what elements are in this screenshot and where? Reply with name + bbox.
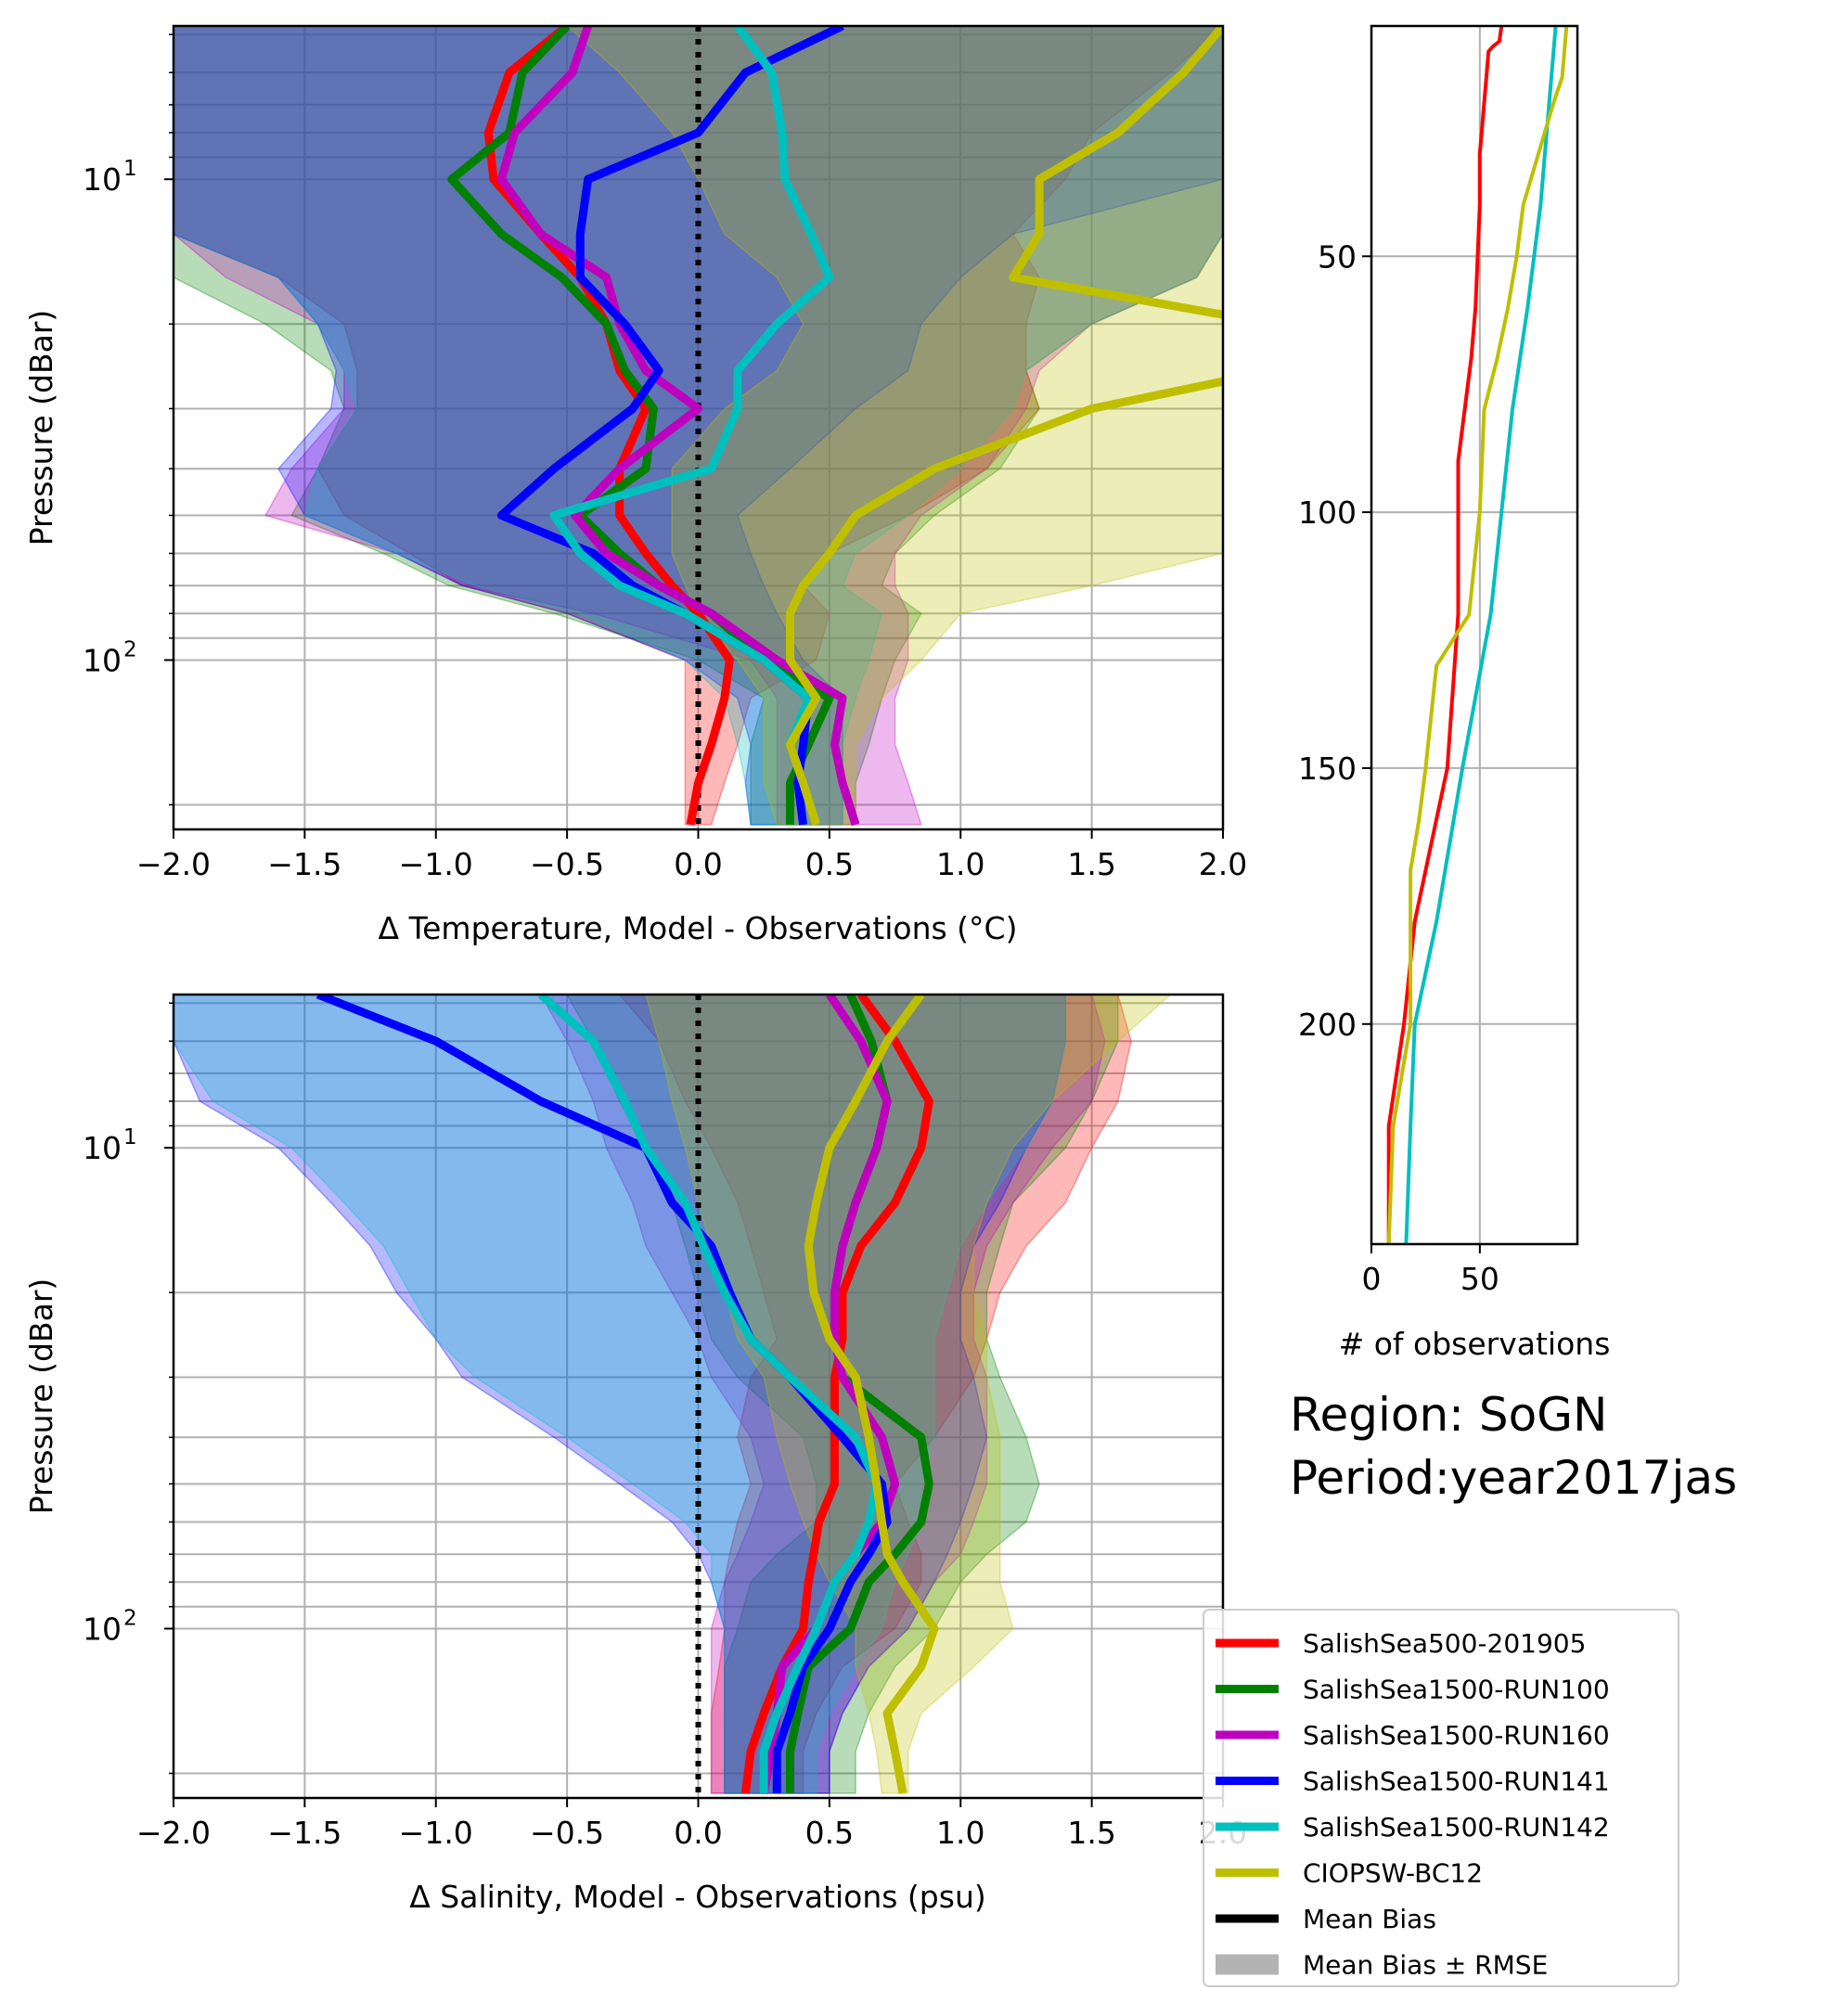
x-tick-label: 2.0 [1199,846,1247,882]
x-tick-label: 0.5 [805,846,854,882]
y-tick-label: 200 [1298,1007,1357,1043]
legend-label-mean-bias-rmse: Mean Bias ± RMSE [1303,1950,1548,1981]
salinity-rmse-bands [174,995,1172,1794]
x-tick-label: 1.5 [1067,1815,1115,1851]
bias-line-ciopsw-bc12 [804,995,939,1794]
salinity-x-axis-label: Δ Salinity, Model - Observations (psu) [409,1879,986,1915]
y-tick-exponent: 1 [123,157,137,181]
x-tick-label: 1.5 [1067,846,1115,882]
temperature-x-ticks: −2.0 −1.5 −1.0 −0.5 0.0 0.5 1.0 1.5 2.0 [136,829,1247,882]
y-tick-label: 10 [83,1611,122,1647]
bias-line-ciopsw-bc12 [786,26,1223,827]
x-tick-label: −2.0 [136,1815,211,1851]
legend-label-salishsea1500-run141: SalishSea1500-RUN141 [1303,1766,1610,1797]
x-tick-label: 0.5 [805,1815,854,1851]
x-tick-label: 50 [1460,1261,1499,1297]
rmse-band-salishsea500-201905 [174,26,1223,826]
x-tick-label: −1.0 [399,1815,473,1851]
temperature-y-axis-label: Pressure (dBar) [23,310,59,546]
legend-frame [1203,1609,1679,1987]
x-tick-label: 0.0 [674,846,722,882]
rmse-band-salishsea1500-run141 [174,26,1223,826]
x-tick-label: −1.5 [267,846,341,882]
count-line-temperature [1386,26,1504,1244]
bias-line-salishsea1500-run160 [759,995,900,1794]
x-tick-label: −0.5 [530,846,604,882]
legend-label-salishsea1500-run100: SalishSea1500-RUN100 [1303,1675,1610,1705]
y-tick-label: 10 [83,1130,122,1166]
y-tick-label: 10 [83,161,122,198]
region-label: Region: SoGN [1290,1388,1607,1442]
legend-swatch-mean-bias-rmse [1216,1954,1279,1975]
legend-entries: SalishSea500-201905 SalishSea1500-RUN100 S… [1216,1628,1610,1981]
bias-line-salishsea1500-run160 [496,26,860,827]
period-label: Period:year2017jas [1290,1451,1737,1505]
observations-x-ticks: 0 50 [1362,1244,1499,1297]
y-tick-label: 50 [1318,238,1357,275]
rmse-band-salishsea500-201905 [618,995,1132,1794]
y-tick-label: 10 [83,642,122,678]
x-tick-label: −1.0 [399,846,473,882]
y-tick-label: 150 [1298,751,1357,787]
legend-label-ciopsw-bc12: CIOPSW-BC12 [1303,1858,1483,1889]
legend-label-salishsea1500-run142: SalishSea1500-RUN142 [1303,1812,1610,1843]
x-tick-label: −0.5 [530,1815,604,1851]
bias-line-salishsea1500-run142 [537,995,881,1793]
y-tick-exponent: 2 [123,1606,137,1630]
observations-y-ticks: 50 100 150 200 [1298,238,1371,1043]
x-tick-label: 1.0 [936,846,984,882]
y-tick-exponent: 2 [123,637,137,661]
temperature-bias-lines [447,26,1223,827]
salinity-x-ticks: −2.0−1.5−1.0−0.50.00.51.01.52.0 [136,1798,1247,1851]
count-line-salinity [1404,26,1558,1244]
observations-axes-frame [1370,24,1579,1246]
observations-panel: 0 50 50 100 150 200 # of observations [1298,24,1611,1362]
legend-label-mean-bias: Mean Bias [1303,1904,1436,1934]
temperature-x-axis-label: Δ Temperature, Model - Observations (°C) [379,910,1018,946]
legend-label-salishsea500-201905: SalishSea500-201905 [1303,1628,1586,1659]
rmse-band-salishsea1500-run160 [174,26,1223,826]
bias-line-salishsea1500-run142 [549,26,834,827]
bias-line-salishsea1500-run100 [447,26,834,825]
y-tick-exponent: 1 [123,1125,137,1149]
x-tick-label: 0.0 [674,1815,722,1851]
x-tick-label: −1.5 [267,1815,341,1851]
salinity-y-axis-label: Pressure (dBar) [23,1278,59,1515]
x-tick-label: 0 [1362,1261,1382,1297]
temperature-rmse-bands [174,26,1223,826]
legend: SalishSea500-201905 SalishSea1500-RUN100 S… [1203,1609,1679,1987]
observations-count-lines [1386,26,1569,1244]
x-tick-label: 1.0 [936,1815,984,1851]
salinity-bias-lines [315,995,939,1794]
y-tick-label: 100 [1298,494,1357,531]
count-line-ciopsw [1386,26,1569,1244]
rmse-band-salishsea1500-run142 [174,26,1223,826]
observations-x-axis-label: # of observations [1339,1326,1611,1362]
legend-label-salishsea1500-run160: SalishSea1500-RUN160 [1303,1720,1610,1751]
x-tick-label: −2.0 [136,846,211,882]
rmse-band-salishsea1500-run100 [566,995,1119,1794]
